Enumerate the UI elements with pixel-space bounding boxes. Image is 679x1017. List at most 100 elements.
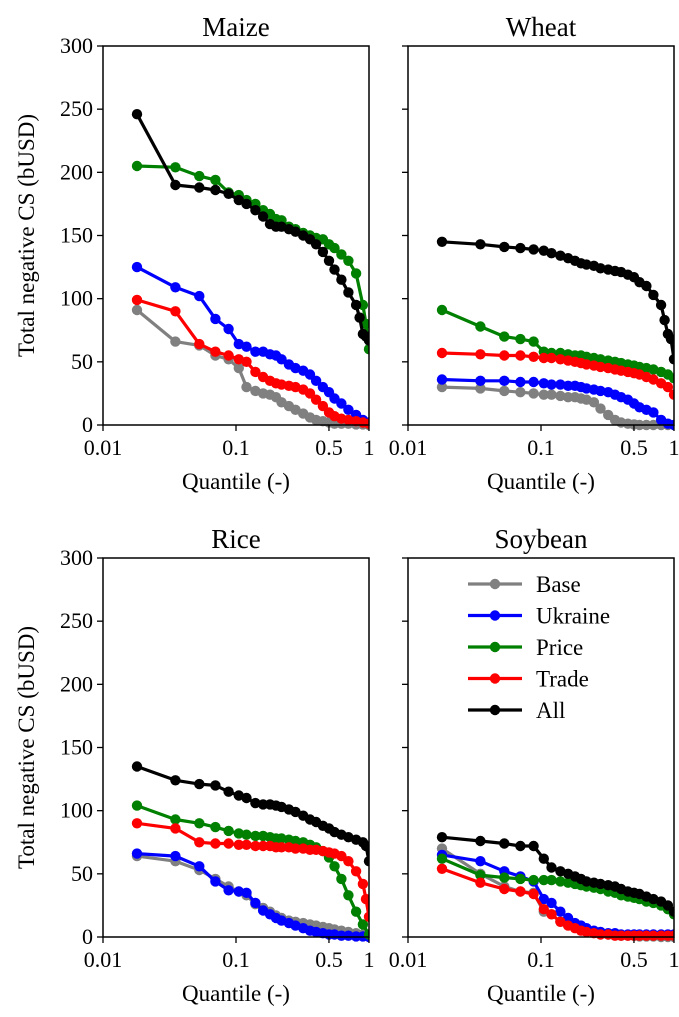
- data-point-price: [515, 333, 526, 345]
- data-point-price: [290, 835, 301, 847]
- data-point-all: [475, 239, 486, 250]
- data-point-trade: [436, 347, 448, 359]
- data-point-all: [363, 335, 369, 346]
- data-point-all: [317, 246, 329, 258]
- y-tick-label: 50: [71, 861, 93, 886]
- legend-marker-price: [489, 641, 501, 653]
- legend-label-trade: Trade: [536, 667, 589, 692]
- data-point-all: [323, 255, 335, 266]
- y-tick-label: 150: [60, 223, 93, 248]
- data-point-trade: [475, 877, 486, 888]
- data-point-price: [475, 869, 486, 881]
- data-point-price: [170, 162, 181, 173]
- data-point-all: [310, 239, 322, 250]
- data-point-all: [665, 333, 674, 345]
- data-point-price: [194, 818, 205, 829]
- data-point-price: [233, 828, 244, 839]
- legend-label-base: Base: [536, 572, 581, 597]
- data-point-all: [223, 188, 234, 199]
- data-point-all: [655, 299, 667, 311]
- data-point-trade: [363, 418, 369, 429]
- data-point-price: [343, 890, 354, 901]
- x-tick-label: 0.1: [222, 435, 250, 460]
- data-point-ukraine: [595, 385, 606, 397]
- data-point-all: [329, 264, 340, 275]
- data-point-ukraine: [194, 290, 205, 302]
- legend-marker-trade: [489, 673, 501, 684]
- panel-rice: Rice 0.01 0.1 0.5 1 0 50 100 150 200 250 300 Quantil…: [14, 524, 375, 1006]
- data-point-ukraine: [546, 379, 557, 390]
- data-point-trade: [310, 394, 322, 405]
- series-line-price: [136, 164, 369, 350]
- data-point-base: [528, 388, 539, 399]
- data-point-price: [223, 825, 234, 837]
- data-point-price: [131, 160, 143, 172]
- data-point-price: [595, 354, 606, 365]
- data-point-price: [329, 242, 340, 254]
- data-point-ukraine: [170, 282, 181, 293]
- data-point-ukraine: [310, 375, 322, 386]
- data-point-base: [555, 390, 566, 402]
- data-point-trade: [276, 842, 287, 853]
- data-point-ukraine: [241, 341, 252, 352]
- data-point-all: [648, 289, 659, 301]
- data-point-all: [595, 263, 606, 274]
- data-point-trade: [131, 294, 143, 306]
- data-point-trade: [343, 856, 354, 867]
- panel-soybean: Soybean 0.01 0.1 0.5 1 Quantile (-) Base Ukrain…: [389, 524, 679, 1006]
- data-point-ukraine: [475, 856, 486, 867]
- data-point-all: [515, 242, 526, 254]
- data-point-trade: [194, 338, 205, 350]
- x-tick-label: 0.5: [620, 947, 648, 972]
- data-point-trade: [210, 346, 221, 357]
- data-point-price: [343, 255, 354, 266]
- data-point-all: [194, 778, 205, 790]
- series-group: [131, 109, 369, 431]
- data-point-base: [538, 389, 549, 400]
- data-point-trade: [668, 389, 674, 400]
- y-tick-label: 200: [60, 159, 93, 184]
- data-point-trade: [648, 930, 659, 941]
- data-point-ukraine: [499, 375, 510, 386]
- panel-title: Maize: [202, 12, 269, 42]
- panel-maize: Maize 0.01 0.1 0.5 1 0 50 100 150 200 250 300 Quanti…: [14, 12, 375, 494]
- data-point-trade: [241, 356, 252, 367]
- panel-title: Wheat: [506, 12, 577, 42]
- data-point-trade: [499, 883, 510, 895]
- data-point-all: [528, 244, 539, 255]
- x-tick-label: 0.01: [84, 947, 123, 972]
- panel-title: Soybean: [495, 524, 588, 554]
- x-tick-label: 0.5: [315, 435, 343, 460]
- panel-wheat: Wheat 0.01 0.1 0.5 1 Quantile (-): [389, 12, 679, 494]
- data-point-price: [250, 830, 261, 842]
- data-point-all: [528, 840, 539, 852]
- data-point-trade: [350, 866, 362, 877]
- y-tick-label: 300: [60, 545, 93, 570]
- data-point-all: [475, 835, 486, 847]
- data-point-base: [241, 381, 252, 393]
- data-point-price: [170, 814, 181, 825]
- data-point-all: [223, 786, 234, 797]
- x-tick-label: 0.01: [389, 435, 428, 460]
- data-point-all: [131, 109, 143, 120]
- y-tick-label: 150: [60, 735, 93, 760]
- data-point-trade: [241, 839, 252, 850]
- data-point-all: [336, 274, 347, 285]
- data-point-ukraine: [250, 897, 261, 909]
- data-point-ukraine: [555, 906, 566, 917]
- y-tick-label: 50: [71, 349, 93, 374]
- data-point-all: [546, 862, 557, 873]
- data-point-ukraine: [131, 848, 143, 859]
- data-point-ukraine: [538, 378, 549, 389]
- y-tick-label: 0: [82, 412, 93, 437]
- data-point-all: [360, 840, 369, 852]
- data-point-all: [257, 211, 269, 222]
- data-point-trade: [223, 838, 234, 849]
- data-point-ukraine: [475, 375, 486, 386]
- legend-label-ukraine: Ukraine: [536, 604, 610, 629]
- data-point-price: [668, 373, 674, 384]
- data-point-all: [641, 280, 652, 292]
- data-point-price: [555, 876, 566, 887]
- data-point-ukraine: [223, 323, 234, 335]
- data-point-base: [233, 362, 244, 374]
